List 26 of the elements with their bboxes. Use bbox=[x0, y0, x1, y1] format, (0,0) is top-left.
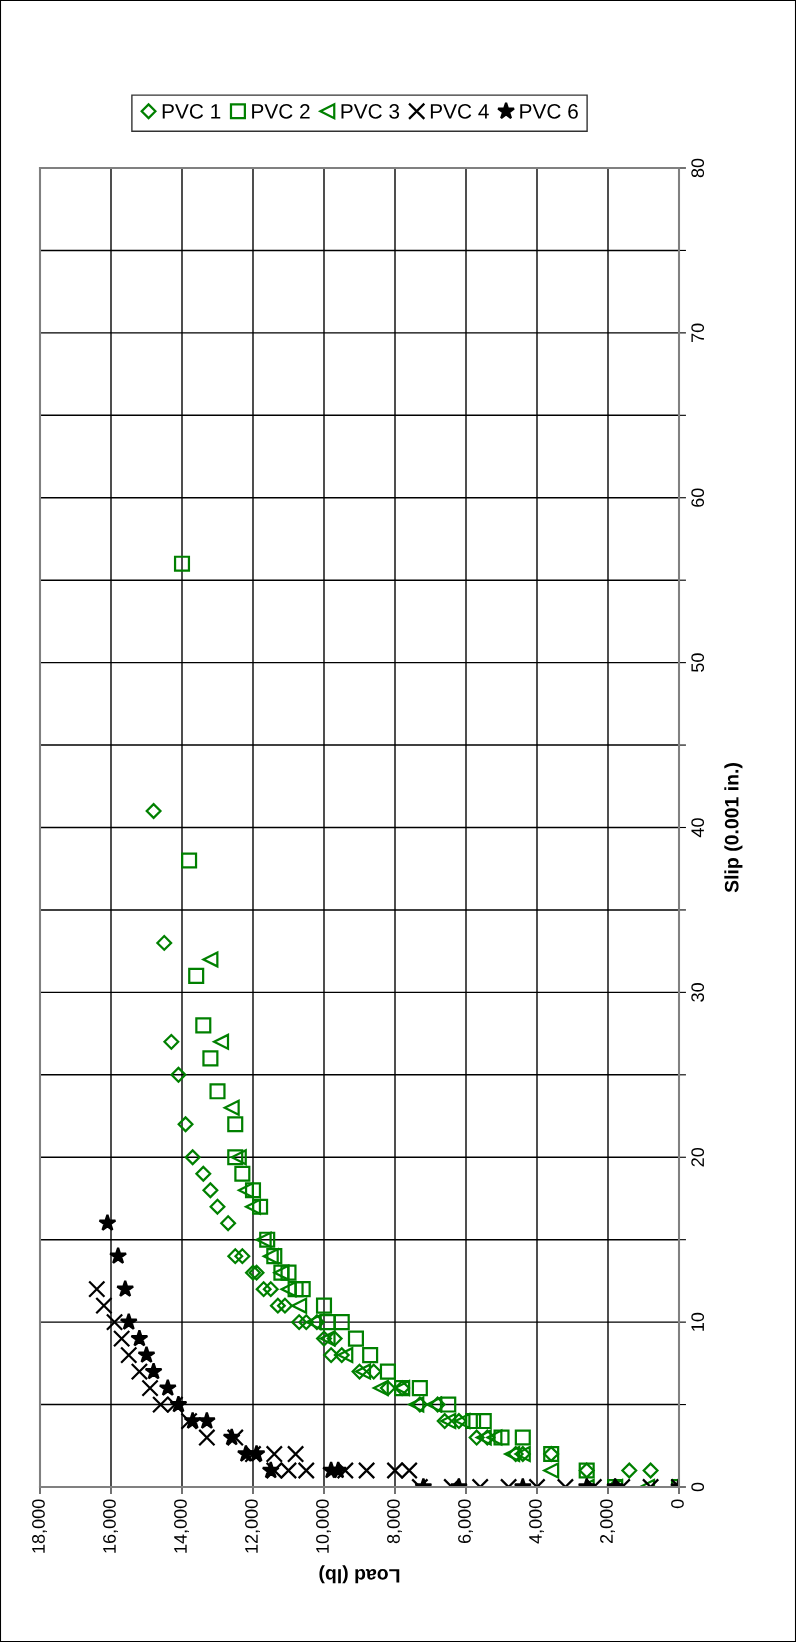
y-tick-label: 60 bbox=[691, 488, 705, 507]
x-tick-label: 4,000 bbox=[529, 1499, 544, 1544]
y-tick-label: 0 bbox=[691, 1482, 705, 1492]
y-axis-title: Slip (0.001 in.) bbox=[724, 763, 743, 893]
x-tick-label: 14,000 bbox=[174, 1499, 189, 1553]
x-tick-label: 2,000 bbox=[600, 1499, 615, 1544]
x-tick-label: 10,000 bbox=[316, 1499, 331, 1553]
legend-label: PVC 4 bbox=[430, 104, 489, 119]
y-tick-label: 50 bbox=[691, 653, 705, 672]
y-tick-label: 40 bbox=[691, 818, 705, 838]
x-tick-label: 12,000 bbox=[245, 1499, 260, 1553]
y-tick-label: 80 bbox=[691, 158, 705, 178]
legend-label: PVC 1 bbox=[162, 104, 221, 119]
legend-label: PVC 3 bbox=[341, 104, 400, 119]
x-tick-label: 8,000 bbox=[387, 1499, 402, 1544]
x-tick-label: 6,000 bbox=[458, 1499, 473, 1544]
x-tick-label: 18,000 bbox=[32, 1499, 47, 1553]
legend-label: PVC 2 bbox=[252, 104, 310, 119]
y-tick-label: 30 bbox=[691, 983, 705, 1002]
x-tick-label: 0 bbox=[671, 1499, 684, 1509]
y-tick-label: 20 bbox=[691, 1147, 705, 1167]
y-tick-label: 70 bbox=[691, 323, 705, 342]
x-axis-title: Load (lb) bbox=[319, 1565, 400, 1584]
y-tick-label: 10 bbox=[691, 1312, 705, 1331]
legend-label: PVC 6 bbox=[520, 104, 578, 119]
x-tick-label: 16,000 bbox=[103, 1499, 118, 1553]
